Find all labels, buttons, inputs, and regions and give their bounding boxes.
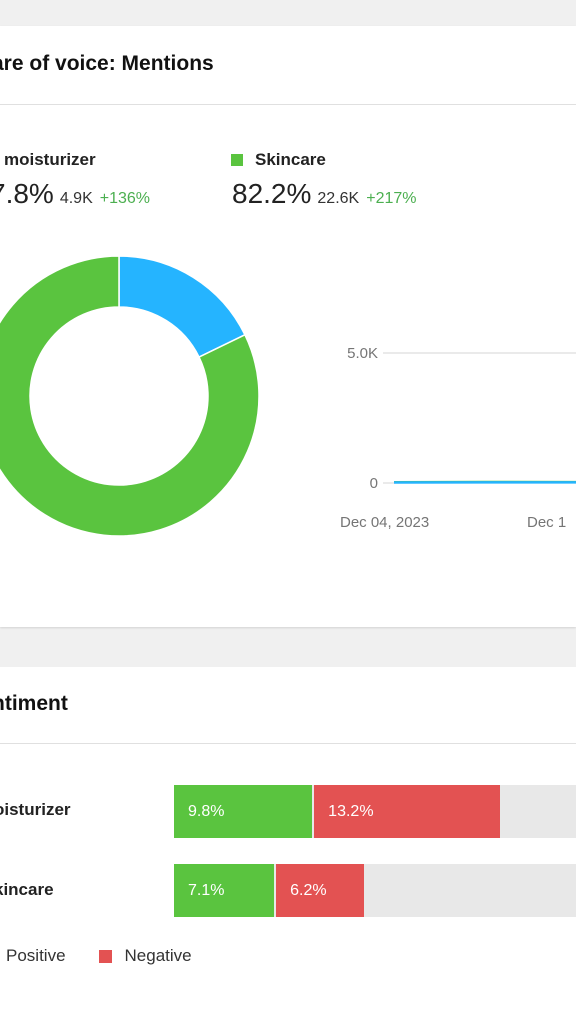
card-divider <box>0 104 576 105</box>
metric-moisturizer: 7.8% 4.9K +136% <box>0 178 150 210</box>
donut-slice <box>0 256 260 537</box>
series-label-skincare: Skincare <box>231 150 326 170</box>
sentiment-legend: Positive Negative <box>0 946 192 966</box>
metric-skincare: 82.2% 22.6K +217% <box>232 178 416 210</box>
mention-count: 22.6K <box>317 190 360 207</box>
sentiment-row-label: oisturizer <box>0 800 71 819</box>
mention-count: 4.9K <box>59 190 93 207</box>
legend-positive-label: Positive <box>6 946 66 965</box>
share-donut-chart <box>0 256 260 537</box>
legend-negative-swatch <box>98 949 112 963</box>
mentions-line-chart: 5.0K 0 Dec 04, 2023 Dec 1 <box>340 345 576 531</box>
card-divider <box>0 743 576 744</box>
change-percent: +136% <box>99 190 151 207</box>
change-percent: +217% <box>366 190 417 207</box>
sentiment-bar-skincare: 7.1% 6.2% <box>174 864 576 917</box>
y-tick-label: 0 <box>370 475 378 492</box>
share-of-voice-card: are of voice: Mentions moisturizer 7.8% … <box>0 26 576 627</box>
sentiment-title: ntiment <box>0 692 68 715</box>
donut-slice <box>118 256 246 359</box>
x-tick-label: Dec 1 <box>527 514 566 531</box>
share-percent: 7.8% <box>0 178 54 209</box>
x-tick-label: Dec 04, 2023 <box>340 514 429 531</box>
positive-segment: 9.8% <box>174 785 313 838</box>
sentiment-card: ntiment <box>0 667 576 1024</box>
legend-negative-label: Negative <box>124 946 192 965</box>
share-of-voice-title: are of voice: Mentions <box>0 52 214 75</box>
negative-segment: 6.2% <box>276 864 364 917</box>
series-label-moisturizer: moisturizer <box>4 150 96 169</box>
skincare-swatch <box>231 154 243 166</box>
sentiment-bar-moisturizer: 9.8% 13.2% <box>174 785 576 838</box>
positive-segment: 7.1% <box>174 864 275 917</box>
share-percent: 82.2% <box>232 178 312 209</box>
y-tick-label: 5.0K <box>347 345 378 362</box>
sentiment-row-label: kincare <box>0 880 54 899</box>
negative-segment: 13.2% <box>314 785 501 838</box>
